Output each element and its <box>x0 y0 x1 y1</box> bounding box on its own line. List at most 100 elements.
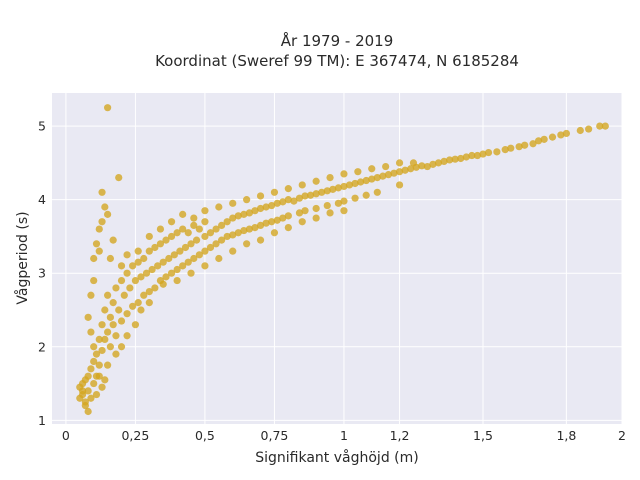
data-point <box>98 383 106 391</box>
data-point <box>109 299 117 307</box>
data-point <box>184 229 192 237</box>
data-point <box>159 258 167 266</box>
data-point <box>323 187 331 195</box>
y-tick-label: 1 <box>38 413 46 428</box>
data-point <box>95 225 103 233</box>
data-point <box>479 150 487 158</box>
data-point <box>137 273 145 281</box>
data-points <box>76 104 609 416</box>
data-point <box>284 196 292 204</box>
data-point <box>515 143 523 151</box>
data-point <box>484 148 493 157</box>
data-point <box>245 209 254 217</box>
data-point <box>101 376 109 384</box>
data-point <box>256 192 265 200</box>
data-point <box>451 155 459 163</box>
data-point <box>201 262 209 270</box>
data-point <box>334 199 342 207</box>
data-point <box>176 247 184 255</box>
data-point <box>295 209 304 217</box>
data-point <box>323 201 331 210</box>
data-point <box>109 321 117 329</box>
data-point <box>78 387 87 395</box>
data-point <box>251 224 259 232</box>
data-point <box>373 188 381 196</box>
data-point <box>201 218 209 226</box>
data-point <box>384 171 393 179</box>
data-point <box>151 243 159 252</box>
data-point <box>345 181 354 189</box>
data-point <box>362 191 370 199</box>
data-point <box>112 350 120 358</box>
data-point <box>154 262 162 270</box>
data-point <box>507 144 515 152</box>
data-point <box>256 236 265 244</box>
data-point <box>395 168 404 176</box>
data-point <box>129 262 137 270</box>
data-point <box>215 254 223 263</box>
data-point <box>104 291 112 299</box>
data-point <box>298 218 306 226</box>
data-point <box>262 203 270 211</box>
data-point <box>262 219 270 227</box>
data-point <box>534 137 543 145</box>
data-point <box>351 194 359 202</box>
data-point <box>112 332 120 340</box>
data-point <box>576 126 584 135</box>
data-point <box>173 265 181 274</box>
data-point <box>218 221 226 229</box>
data-point <box>243 240 251 248</box>
data-point <box>557 131 565 139</box>
data-point <box>468 151 476 160</box>
x-tick-label: 2 <box>618 428 626 443</box>
data-point <box>390 169 398 177</box>
data-point <box>382 162 390 171</box>
data-point <box>440 157 448 166</box>
grid <box>52 93 623 424</box>
data-point <box>129 302 137 310</box>
data-point <box>131 321 140 329</box>
data-point <box>90 343 98 351</box>
data-point <box>90 276 98 285</box>
data-point <box>156 240 165 248</box>
data-point <box>395 159 404 167</box>
data-point <box>340 182 348 191</box>
data-point <box>201 207 209 215</box>
data-point <box>301 192 309 200</box>
data-point <box>117 317 126 325</box>
data-point <box>140 254 148 263</box>
data-point <box>104 210 112 218</box>
data-point <box>395 181 404 189</box>
data-point <box>312 204 320 213</box>
data-point <box>312 177 320 185</box>
data-point <box>98 218 106 226</box>
data-point <box>106 313 114 321</box>
data-point <box>548 133 557 141</box>
data-point <box>279 198 287 206</box>
data-point <box>334 184 342 192</box>
data-point <box>201 232 209 241</box>
data-point <box>234 212 242 220</box>
x-tick-label: 1,2 <box>390 428 410 443</box>
data-point <box>240 210 248 218</box>
data-point <box>462 153 470 161</box>
data-point <box>298 181 306 189</box>
data-point <box>351 179 359 188</box>
data-point <box>173 276 181 285</box>
data-point <box>112 284 120 292</box>
data-point <box>229 231 237 239</box>
data-point <box>101 203 109 211</box>
data-point <box>167 269 176 277</box>
data-point <box>90 357 98 366</box>
data-point <box>243 196 251 204</box>
data-point <box>81 402 89 410</box>
data-point <box>270 229 279 237</box>
data-point <box>123 251 131 259</box>
data-point <box>92 390 101 399</box>
data-point <box>131 276 140 285</box>
data-point <box>290 197 298 205</box>
data-point <box>90 254 98 263</box>
data-point <box>92 350 101 358</box>
data-point <box>106 343 114 351</box>
